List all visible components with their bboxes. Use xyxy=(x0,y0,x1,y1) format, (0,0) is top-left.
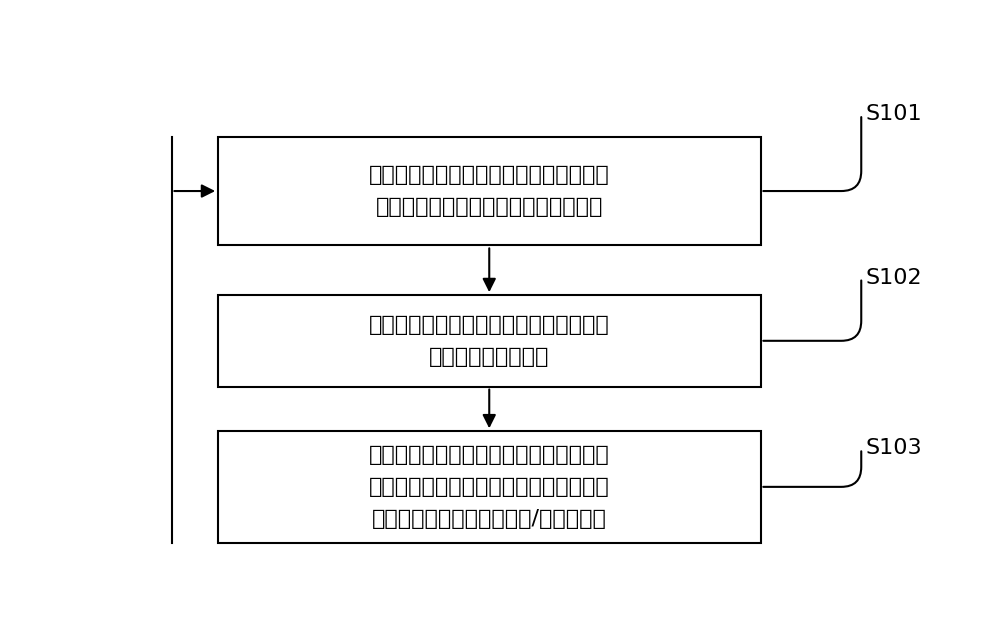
Text: 根据获取的城市路段的车辆的流量密度参: 根据获取的城市路段的车辆的流量密度参 xyxy=(369,165,610,185)
Text: 城市的车辆平均速度: 城市的车辆平均速度 xyxy=(429,347,549,367)
Text: 根据城市的车辆平均速度和道路交叉路口: 根据城市的车辆平均速度和道路交叉路口 xyxy=(369,445,610,465)
Text: S103: S103 xyxy=(865,439,922,458)
Bar xyxy=(218,431,761,543)
Text: S102: S102 xyxy=(865,267,922,287)
Bar xyxy=(218,295,761,386)
Text: 统计城市所有路段的车辆平均速度，估计: 统计城市所有路段的车辆平均速度，估计 xyxy=(369,314,610,335)
Text: S101: S101 xyxy=(865,104,922,124)
Text: 交叉路口信号灯的绿信比和/或切换周期: 交叉路口信号灯的绿信比和/或切换周期 xyxy=(372,509,607,529)
Text: 数，估计所述城市路段的车辆平均速度: 数，估计所述城市路段的车辆平均速度 xyxy=(376,197,603,217)
Text: 的各方向的车辆平均速度，调节所述道路: 的各方向的车辆平均速度，调节所述道路 xyxy=(369,477,610,497)
Bar xyxy=(218,136,761,246)
